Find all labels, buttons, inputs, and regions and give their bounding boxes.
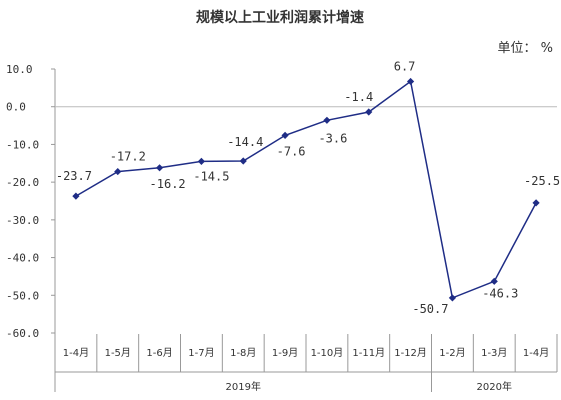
data-label: -14.5 bbox=[193, 169, 229, 183]
data-point bbox=[197, 157, 206, 165]
x-tick-label: 1-7月 bbox=[188, 347, 214, 359]
data-point bbox=[323, 116, 331, 124]
data-point bbox=[406, 77, 415, 86]
series-line bbox=[75, 80, 537, 299]
x-tick-label: 1-4月 bbox=[63, 347, 89, 359]
x-tick-label: 1-11月 bbox=[352, 347, 385, 359]
y-tick-label: -50.0 bbox=[6, 289, 39, 302]
data-point bbox=[448, 294, 457, 302]
data-labels: -23.7 -17.2 -16.2 -14.5 -14.4 -7.6 -3.6 -1.4 6.7… bbox=[56, 59, 560, 315]
axes: 10.0 0.0 -10.0 -20.0 -30.0 -40.0 -50.0 -60.0 1-4… bbox=[6, 63, 558, 393]
data-point bbox=[155, 164, 164, 172]
y-tick-label: 10.0 bbox=[6, 63, 33, 76]
y-tick-label: -40.0 bbox=[6, 252, 39, 265]
data-label: -1.4 bbox=[344, 90, 373, 104]
data-point bbox=[72, 192, 80, 200]
group-label: 2019年 bbox=[226, 380, 261, 393]
data-label: -7.6 bbox=[277, 144, 306, 158]
data-label: -23.7 bbox=[56, 169, 92, 183]
data-point bbox=[281, 131, 289, 139]
x-tick-label: 1-6月 bbox=[146, 347, 172, 359]
x-tick-label: 1-5月 bbox=[105, 347, 131, 359]
series-line-group bbox=[72, 77, 540, 302]
y-tick-label: -60.0 bbox=[6, 327, 39, 340]
data-point bbox=[114, 167, 122, 176]
x-tick-label: 1-8月 bbox=[230, 347, 256, 359]
x-tick-label: 1-2月 bbox=[439, 347, 465, 359]
x-tick-label: 1-10月 bbox=[311, 347, 344, 359]
data-label: -17.2 bbox=[110, 150, 146, 164]
y-tick-label: 0.0 bbox=[6, 101, 26, 114]
chart-title: 规模以上工业利润累计增速 bbox=[196, 9, 364, 26]
data-label: 6.7 bbox=[394, 59, 416, 73]
x-tick-label: 1-4月 bbox=[523, 347, 549, 359]
data-point bbox=[490, 277, 498, 285]
data-label: -3.6 bbox=[318, 131, 347, 145]
x-tick-label: 1-12月 bbox=[394, 347, 427, 359]
unit-label: 单位： % bbox=[498, 41, 554, 56]
x-tick-label: 1-9月 bbox=[272, 347, 298, 359]
data-point bbox=[239, 157, 247, 165]
data-point bbox=[365, 108, 373, 116]
data-label: -50.7 bbox=[412, 302, 448, 316]
y-tick-label: -20.0 bbox=[6, 176, 39, 189]
data-label: -16.2 bbox=[150, 177, 186, 191]
x-tick-label: 1-3月 bbox=[481, 347, 507, 359]
data-label: -25.5 bbox=[524, 174, 560, 188]
data-point bbox=[532, 199, 540, 207]
y-tick-label: -10.0 bbox=[6, 138, 39, 151]
data-label: -14.4 bbox=[227, 135, 263, 149]
data-label: -46.3 bbox=[482, 286, 518, 300]
group-label: 2020年 bbox=[477, 380, 512, 393]
y-tick-label: -30.0 bbox=[6, 214, 39, 227]
